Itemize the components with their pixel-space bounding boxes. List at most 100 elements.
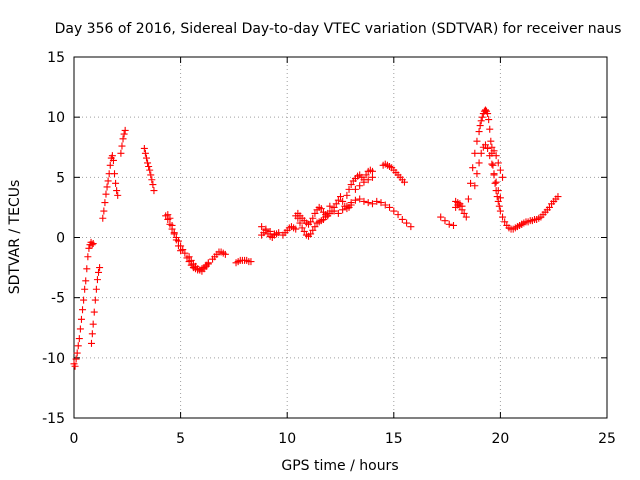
data-point <box>117 149 125 157</box>
data-point <box>88 241 96 249</box>
data-point <box>469 164 477 172</box>
data-point <box>77 315 85 323</box>
x-tick-label: 0 <box>70 431 79 447</box>
data-point <box>108 152 116 160</box>
data-point <box>445 220 453 228</box>
data-point <box>71 362 79 370</box>
data-point <box>449 221 457 229</box>
data-point <box>99 214 107 222</box>
data-point <box>83 265 91 273</box>
axis-ticks: 0 5 10 15 20 25 -15 -10 -5 0 5 10 15 <box>42 50 616 447</box>
data-point <box>485 116 493 124</box>
data-point <box>84 253 92 261</box>
y-tick-label: -15 <box>42 411 65 427</box>
data-point <box>177 247 185 255</box>
data-point <box>330 207 338 215</box>
data-point <box>501 218 509 226</box>
data-point <box>174 242 182 250</box>
y-tick-label: 0 <box>56 231 65 247</box>
data-point <box>373 197 381 205</box>
data-point <box>343 202 351 210</box>
data-point <box>74 342 82 350</box>
data-point <box>390 207 398 215</box>
data-point <box>262 225 270 233</box>
data-point <box>351 196 359 204</box>
data-point <box>93 276 101 284</box>
data-point <box>141 149 149 157</box>
data-point <box>296 219 304 227</box>
data-point <box>120 130 128 138</box>
data-point <box>351 185 359 193</box>
data-point <box>475 128 483 136</box>
data-point <box>270 230 278 238</box>
data-point <box>403 219 411 227</box>
data-point <box>484 110 492 118</box>
y-tick-label: 15 <box>47 50 65 66</box>
data-point <box>377 199 385 207</box>
data-point <box>106 161 114 169</box>
data-point <box>170 229 178 237</box>
data-point <box>441 217 449 225</box>
chart-title: Day 356 of 2016, Sidereal Day-to-day VTE… <box>55 21 622 37</box>
data-point <box>187 256 195 264</box>
data-point <box>407 223 415 231</box>
data-point <box>458 202 466 210</box>
data-point <box>91 296 99 304</box>
y-axis-label: SDTVAR / TECUs <box>7 180 23 295</box>
data-point <box>92 285 100 293</box>
data-point <box>140 144 148 152</box>
data-point <box>360 178 368 186</box>
data-point <box>481 106 489 114</box>
y-tick-label: 5 <box>56 170 65 186</box>
data-point <box>339 206 347 214</box>
data-point <box>494 197 502 205</box>
data-points <box>70 106 562 370</box>
data-point <box>247 258 255 266</box>
data-point <box>398 215 406 223</box>
data-point <box>488 160 496 168</box>
data-point <box>80 296 88 304</box>
data-point <box>467 179 475 187</box>
data-point <box>275 229 283 237</box>
y-tick-label: -10 <box>42 351 65 367</box>
data-point <box>90 308 98 316</box>
data-point <box>489 161 497 169</box>
data-point <box>147 171 155 179</box>
data-point <box>150 187 158 195</box>
y-tick-label: -5 <box>51 291 65 307</box>
data-point <box>339 197 347 205</box>
data-point <box>494 159 502 167</box>
data-point <box>146 166 154 174</box>
data-point <box>172 236 180 244</box>
data-point <box>104 177 112 185</box>
data-point <box>362 171 370 179</box>
data-point <box>181 249 189 257</box>
data-point <box>73 349 81 357</box>
data-point <box>332 200 340 208</box>
data-point <box>347 199 355 207</box>
data-point <box>142 154 150 162</box>
data-point <box>462 213 470 221</box>
data-point <box>307 218 315 226</box>
data-point <box>495 202 503 210</box>
data-point <box>75 335 83 343</box>
data-point <box>95 268 103 276</box>
data-point <box>471 182 479 190</box>
data-point <box>460 209 468 217</box>
data-point <box>368 173 376 181</box>
data-point <box>334 209 342 217</box>
data-point <box>364 176 372 184</box>
data-point <box>477 117 485 125</box>
data-point <box>481 141 489 149</box>
grid <box>74 57 607 418</box>
data-point <box>109 156 117 164</box>
data-point <box>490 170 498 178</box>
data-point <box>114 191 122 199</box>
data-point <box>496 194 504 202</box>
data-point <box>168 221 176 229</box>
data-point <box>144 159 152 167</box>
data-point <box>475 159 483 167</box>
data-point <box>309 226 317 234</box>
data-point <box>79 306 87 314</box>
